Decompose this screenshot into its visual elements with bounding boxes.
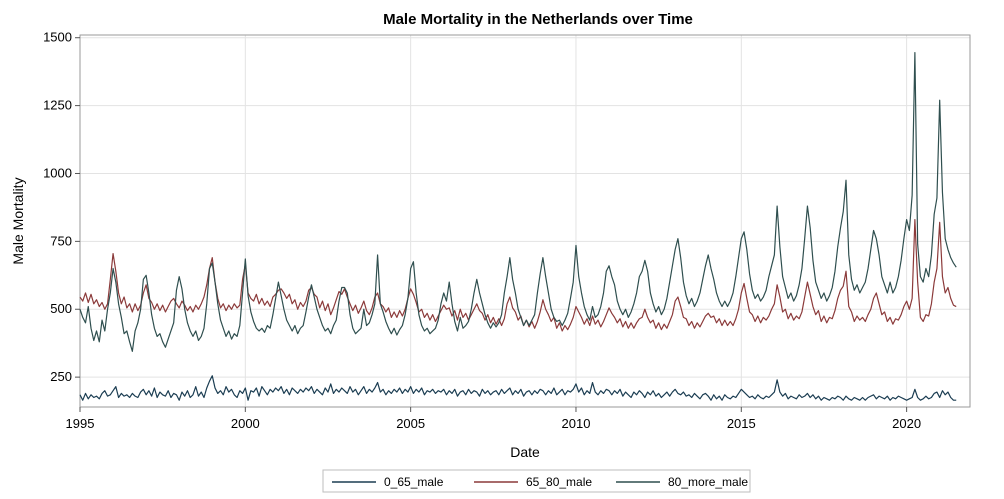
x-tick-label: 2010 — [562, 416, 591, 431]
y-axis: 250 500 750 1000 1250 1500 — [43, 30, 80, 384]
series-layer — [79, 52, 957, 401]
legend-label-65_80_male: 65_80_male — [526, 475, 592, 489]
x-tick-label: 2020 — [892, 416, 921, 431]
series-line-65_80_male — [79, 219, 957, 332]
y-tick-label: 1250 — [43, 98, 72, 113]
series-line-80_more_male — [79, 52, 957, 352]
x-axis: 1995 2000 2005 2010 2015 2020 — [66, 407, 921, 431]
plot-frame — [79, 34, 971, 408]
x-tick-label: 2005 — [396, 416, 425, 431]
grid-layer — [79, 35, 970, 407]
y-axis-label: Male Mortality — [10, 177, 26, 264]
y-tick-label: 750 — [50, 233, 72, 248]
x-axis-label: Date — [510, 444, 540, 460]
x-tick-label: 2015 — [727, 416, 756, 431]
legend: 0_65_male 65_80_male 80_more_male — [322, 469, 751, 493]
legend-label-80_more_male: 80_more_male — [668, 475, 748, 489]
y-tick-label: 500 — [50, 301, 72, 316]
y-tick-label: 250 — [50, 369, 72, 384]
chart-title: Male Mortality in the Netherlands over T… — [383, 11, 693, 28]
y-tick-label: 1000 — [43, 165, 72, 180]
legend-label-0_65_male: 0_65_male — [384, 475, 444, 489]
x-tick-label: 1995 — [66, 416, 95, 431]
x-tick-label: 2000 — [231, 416, 260, 431]
series-line-0_65_male — [79, 375, 957, 401]
legend-box — [322, 469, 751, 493]
y-tick-label: 1500 — [43, 30, 72, 45]
